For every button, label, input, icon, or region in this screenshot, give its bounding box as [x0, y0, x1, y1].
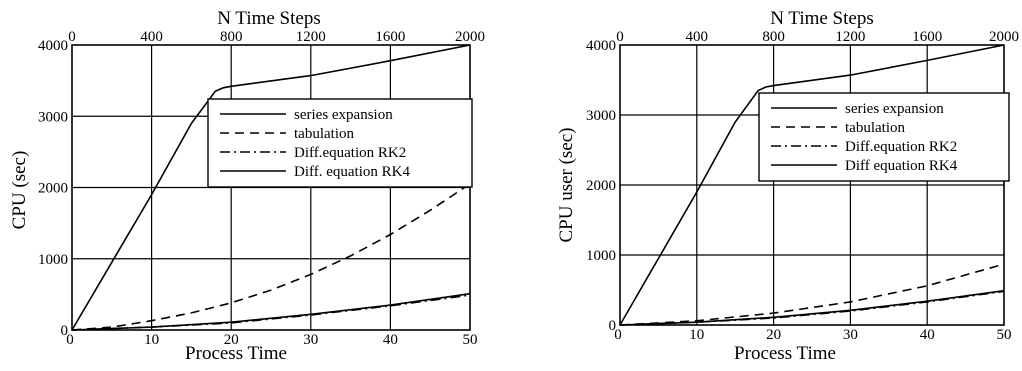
- legend: series expansion tabulation Diff.equation …: [758, 92, 1010, 182]
- x2-tick-label: 2000: [989, 29, 1019, 45]
- x2-tick-label: 2000: [455, 29, 485, 45]
- chart-cpu: N Time Steps Process Time CPU (sec) 0 10 2…: [9, 8, 485, 364]
- y-tick-label: 3000: [586, 108, 616, 124]
- x-tick-label: 0: [66, 332, 74, 348]
- chart-cpu-user-x2label: N Time Steps: [770, 8, 873, 29]
- series-line-tabulation: [619, 263, 1005, 326]
- chart-cpu-user-xlabel: Process Time: [734, 343, 836, 364]
- chart-cpu-user: N Time Steps Process Time CPU user (sec)…: [556, 8, 1019, 364]
- x-tick-label: 50: [997, 327, 1012, 343]
- x-tick-label: 40: [383, 332, 398, 348]
- legend-label: series expansion: [294, 107, 393, 123]
- chart-cpu-ylabel: CPU (sec): [9, 151, 30, 230]
- chart-cpu-user-ylabel: CPU user (sec): [556, 127, 577, 242]
- series-line-diff-equation-rk4: [619, 289, 1005, 326]
- series-line-diff-equation-rk2: [71, 294, 471, 331]
- x-tick-label: 30: [843, 327, 858, 343]
- y-tick-label: 2000: [586, 178, 616, 194]
- y-tick-label: 1000: [586, 248, 616, 264]
- x2-tick-label: 400: [140, 29, 163, 45]
- x-tick-label: 30: [303, 332, 318, 348]
- x-tick-label: 40: [920, 327, 935, 343]
- y-tick-label: 0: [61, 323, 69, 339]
- y-tick-label: 4000: [586, 38, 616, 54]
- x2-tick-label: 400: [686, 29, 709, 45]
- x-tick-label: 20: [224, 332, 239, 348]
- y-tick-label: 4000: [38, 38, 68, 54]
- chart-cpu-xlabel: Process Time: [185, 343, 287, 364]
- x-tick-label: 20: [766, 327, 781, 343]
- legend-label: tabulation: [845, 120, 905, 136]
- x-tick-label: 50: [463, 332, 478, 348]
- y-tick-label: 2000: [38, 181, 68, 197]
- x-tick-label: 10: [689, 327, 704, 343]
- legend-label: series expansion: [845, 101, 944, 117]
- legend-label: Diff.equation RK2: [294, 145, 406, 161]
- legend-label: tabulation: [294, 126, 354, 142]
- x-tick-label: 10: [144, 332, 159, 348]
- legend: series expansion tabulation Diff.equation …: [207, 98, 473, 188]
- series-line-diff-equation-rk4: [71, 292, 471, 331]
- y-tick-label: 3000: [38, 109, 68, 125]
- y-tick-label: 0: [609, 318, 617, 334]
- x-tick-label: 0: [614, 327, 622, 343]
- series-line-diff-equation-rk2: [619, 290, 1005, 326]
- x2-tick-label: 1200: [296, 29, 326, 45]
- series-line-series-expansion: [619, 44, 1005, 326]
- legend-label: Diff. equation RK4: [294, 164, 410, 180]
- series-line-tabulation: [71, 183, 471, 331]
- x2-tick-label: 0: [68, 29, 76, 45]
- x2-tick-label: 800: [220, 29, 243, 45]
- x2-tick-label: 1200: [835, 29, 865, 45]
- plot-frame: [619, 44, 1005, 326]
- series-line-series-expansion: [71, 44, 471, 331]
- legend-label: Diff equation RK4: [845, 158, 958, 174]
- x2-tick-label: 1600: [912, 29, 942, 45]
- y-tick-label: 1000: [38, 252, 68, 268]
- x2-tick-label: 0: [616, 29, 624, 45]
- legend-label: Diff.equation RK2: [845, 139, 957, 155]
- x2-tick-label: 800: [762, 29, 785, 45]
- chart-cpu-x2label: N Time Steps: [217, 8, 320, 29]
- x2-tick-label: 1600: [375, 29, 405, 45]
